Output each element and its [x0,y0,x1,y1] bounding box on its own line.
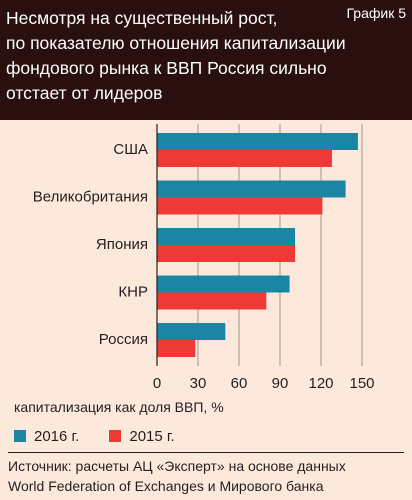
legend-swatch-2016 [14,430,26,442]
x-tick-label: 30 [190,375,207,392]
source-divider [8,452,404,453]
source-line: Источник: расчеты АЦ «Эксперт» на основе… [8,458,346,474]
category-label: Россия [99,331,148,348]
category-label: КНР [118,284,148,301]
bar [157,340,196,357]
legend-item-2015: 2015 г. [109,427,175,445]
x-tick-label: 120 [308,375,333,392]
bar [157,150,332,167]
x-tick-label: 90 [272,375,289,392]
bar [157,275,290,293]
source-note: Источник: расчеты АЦ «Эксперт» на основе… [8,456,408,496]
legend-item-2016: 2016 г. [14,428,79,445]
chart-title: Несмотря на существенный рост, по показа… [6,6,346,106]
chart-header: Несмотря на существенный рост, по показа… [0,0,412,120]
bar [157,245,296,262]
bar [157,180,346,198]
title-line: фондового рынка к ВВП Россия сильно [6,58,327,78]
legend-label-2016: 2016 г. [34,427,80,445]
title-line: отстает от лидеров [6,83,163,103]
source-line: World Federation of Exchanges и Мирового… [8,478,324,494]
legend-label-2015: 2015 г. [129,427,175,445]
bar [157,197,323,215]
x-axis-title: капитализация как доля ВВП, % [14,399,224,415]
chart-number-label: График 5 [346,5,406,21]
bar-chart: США Великобритания Япония КНР Россия 0 30 60 90 1… [33,124,375,392]
bar [157,133,358,150]
x-tick-label: 150 [349,375,374,392]
title-line: по показателю отношения капитализации [6,33,346,53]
x-tick-label: 60 [231,375,248,392]
legend-swatch-2015 [109,430,122,442]
legend: 2016 г. 2015 г. [14,426,205,446]
category-label: США [113,141,148,158]
category-label: Великобритания [33,189,148,206]
category-label: Япония [96,236,148,253]
x-tick-label: 0 [153,375,161,392]
bar [157,292,267,310]
title-line: Несмотря на существенный рост, [6,8,278,28]
bar [157,228,296,245]
bar [157,323,226,340]
